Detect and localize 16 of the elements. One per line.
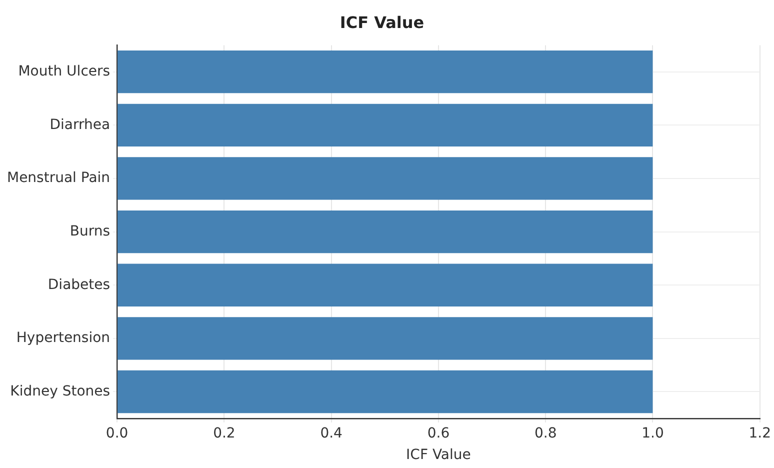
x-tick-label: 0.6: [427, 425, 450, 442]
x-tick-label: 1.0: [642, 425, 664, 442]
y-tick-label: Diabetes: [48, 276, 110, 293]
y-tick-label: Kidney Stones: [10, 383, 110, 400]
y-tick-label: Hypertension: [16, 330, 110, 346]
y-tick-label: Mouth Ulcers: [18, 64, 110, 80]
x-axis-title: ICF Value: [406, 447, 471, 464]
x-tick-label: 0.0: [106, 425, 128, 442]
y-tick-label: Diarrhea: [50, 116, 110, 133]
y-tick-label: Burns: [70, 223, 110, 240]
x-tick-label: 0.8: [534, 425, 557, 442]
x-tick-label: 1.2: [748, 425, 771, 442]
x-tick-label: 0.4: [320, 425, 343, 442]
chart-title: ICF Value: [340, 12, 424, 32]
x-tick-label: 0.2: [213, 425, 236, 442]
y-tick-label: Menstrual Pain: [6, 170, 110, 186]
